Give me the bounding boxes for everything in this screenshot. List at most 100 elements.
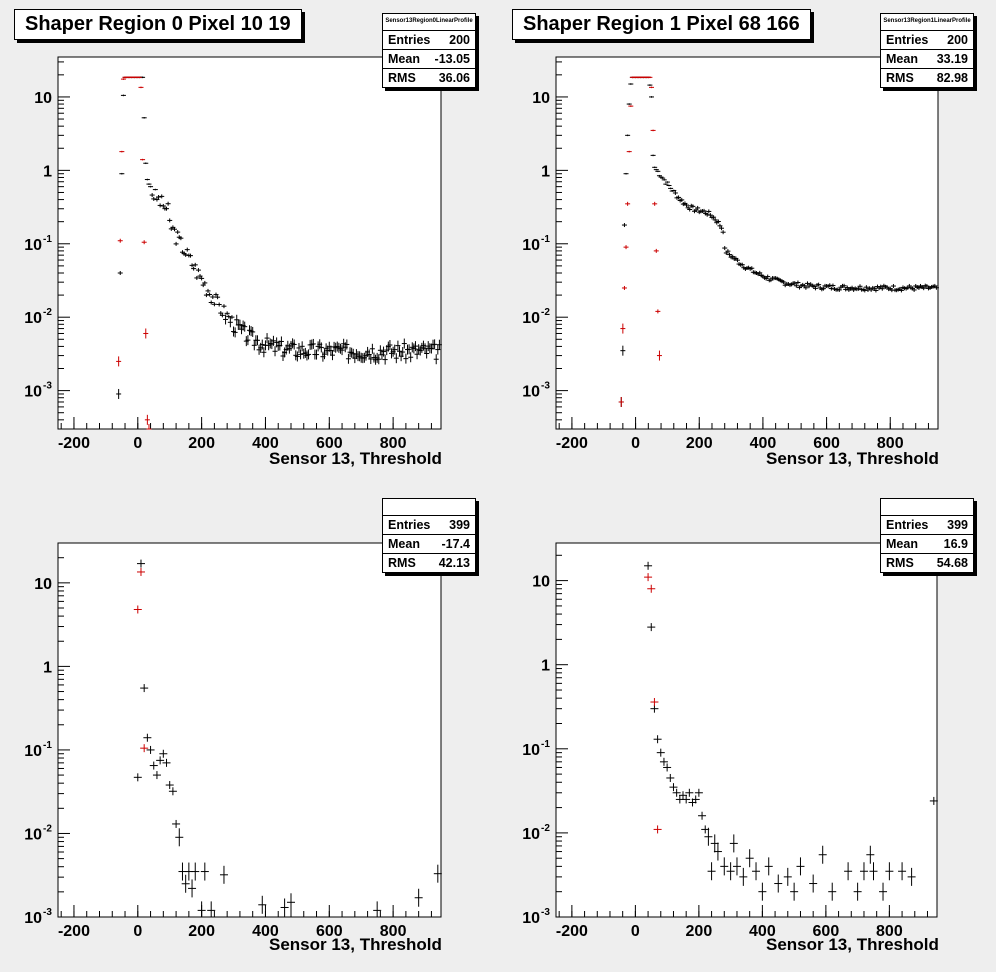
black-data-point xyxy=(151,196,157,201)
black-data-point xyxy=(765,274,771,279)
black-data-point xyxy=(685,788,694,797)
black-data-point xyxy=(200,862,209,881)
black-data-point xyxy=(369,343,375,354)
black-data-point xyxy=(165,781,174,790)
y-tick-label: 10 xyxy=(24,384,42,401)
black-data-point xyxy=(663,183,669,185)
black-data-point xyxy=(679,791,687,800)
black-data-point xyxy=(144,178,150,181)
black-data-point xyxy=(152,188,158,191)
black-data-point xyxy=(628,83,634,85)
black-data-point xyxy=(223,314,229,325)
black-data-point xyxy=(679,197,685,202)
black-data-point xyxy=(793,283,799,288)
black-data-point xyxy=(672,190,678,195)
black-data-point xyxy=(830,283,836,288)
red-data-point xyxy=(647,584,656,593)
black-data-point xyxy=(232,327,238,338)
red-data-point xyxy=(653,825,662,834)
black-data-point xyxy=(199,276,205,281)
stats-entries: 200 xyxy=(947,33,968,47)
stats-entries: 200 xyxy=(449,33,470,47)
y-tick-label: 10 xyxy=(24,743,42,760)
black-data-point xyxy=(245,335,251,346)
x-tick-label: 600 xyxy=(316,923,343,940)
black-data-point xyxy=(866,845,875,864)
black-data-point xyxy=(171,227,177,232)
black-data-point xyxy=(898,862,907,881)
black-data-point xyxy=(803,285,809,290)
stats-mean-label: Mean xyxy=(388,537,420,551)
y-tick-exponent: -1 xyxy=(43,740,52,751)
black-data-point xyxy=(208,300,214,305)
black-data-point xyxy=(318,342,324,353)
black-data-point xyxy=(254,335,260,346)
black-data-point xyxy=(280,898,289,917)
plot-frame xyxy=(57,542,442,918)
black-data-point xyxy=(710,834,719,853)
stats-entries-label: Entries xyxy=(388,33,431,47)
pad-title: Shaper Region 0 Pixel 10 19 xyxy=(14,9,302,40)
black-data-point xyxy=(844,862,853,881)
black-data-point xyxy=(403,353,409,364)
black-data-point xyxy=(859,862,868,881)
red-data-point xyxy=(620,323,626,334)
black-data-point xyxy=(879,882,888,901)
black-data-point xyxy=(296,342,302,353)
red-data-point xyxy=(623,245,629,250)
y-tick-label: 1 xyxy=(541,658,550,675)
stats-rms-label: RMS xyxy=(388,556,416,570)
black-data-point xyxy=(172,819,181,828)
black-data-point xyxy=(812,286,818,291)
black-data-point xyxy=(219,865,228,884)
stats-mean-label: Mean xyxy=(886,537,918,551)
black-data-point xyxy=(701,825,710,834)
black-data-point xyxy=(368,354,374,365)
stats-rms-label: RMS xyxy=(886,556,914,570)
black-data-point xyxy=(344,339,350,350)
black-data-point xyxy=(133,773,142,782)
black-data-point xyxy=(339,345,345,356)
red-data-point xyxy=(133,605,142,614)
black-data-point xyxy=(175,230,181,235)
stats-rms-label: RMS xyxy=(388,71,416,85)
black-data-point xyxy=(671,189,677,192)
stats-mean: 16.9 xyxy=(943,537,968,551)
black-data-point xyxy=(687,207,693,212)
black-data-point xyxy=(165,201,171,206)
black-data-point xyxy=(314,349,320,360)
black-data-point xyxy=(395,340,401,351)
red-data-point xyxy=(119,150,125,153)
red-data-point xyxy=(652,201,658,206)
x-tick-label: 800 xyxy=(876,923,903,940)
x-tick-label: 0 xyxy=(631,923,640,940)
black-data-point xyxy=(224,311,230,316)
x-tick-label: 0 xyxy=(133,923,142,940)
black-data-point xyxy=(216,302,222,307)
black-data-point xyxy=(871,286,877,291)
black-data-point xyxy=(213,292,219,297)
black-data-point xyxy=(146,183,152,185)
black-data-point xyxy=(907,867,916,886)
black-data-point xyxy=(652,166,658,169)
black-data-point xyxy=(197,274,203,279)
black-data-point xyxy=(713,842,722,861)
black-data-point xyxy=(294,351,300,362)
stats-mean: -13.05 xyxy=(434,52,470,66)
black-data-point xyxy=(712,217,718,222)
stats-mean: 33.19 xyxy=(936,52,968,66)
black-data-point xyxy=(227,317,233,328)
y-tick-exponent: -2 xyxy=(43,307,52,318)
x-tick-label: 400 xyxy=(252,435,279,452)
red-data-point xyxy=(650,129,656,132)
red-data-point xyxy=(625,201,631,206)
black-data-point xyxy=(140,684,149,693)
black-data-point xyxy=(666,773,675,782)
red-data-point xyxy=(140,158,146,161)
black-data-point xyxy=(152,771,161,780)
red-data-point xyxy=(117,238,123,243)
red-data-point xyxy=(621,285,627,290)
black-data-point xyxy=(136,559,145,568)
black-data-point xyxy=(650,154,656,157)
plot-frame xyxy=(555,542,938,918)
